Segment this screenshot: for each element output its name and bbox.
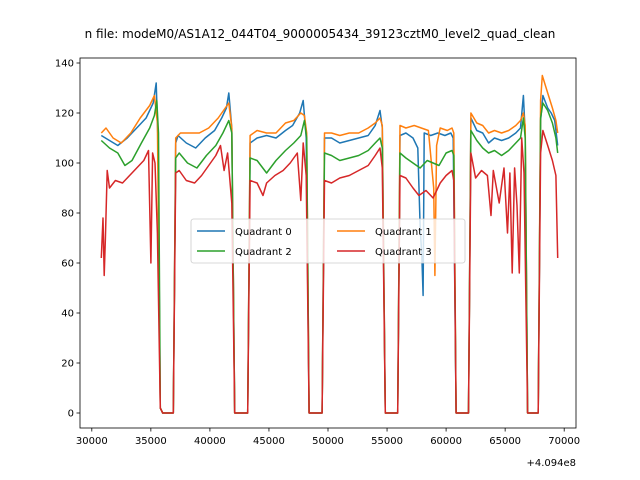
x-tick-label: 55000 (371, 436, 403, 447)
series-line-quadrant-1 (100, 74, 559, 414)
x-tick-label: 30000 (76, 436, 108, 447)
x-axis: 30000 35000 40000 45000 50000 55000 60000 65000… (76, 428, 580, 447)
x-tick-label: 35000 (135, 436, 167, 447)
legend: Quadrant 0 Quadrant 1 Quadrant 2 Quadrant 3 (190, 218, 466, 264)
x-tick-label: 40000 (194, 436, 226, 447)
x-tick-label: 65000 (489, 436, 521, 447)
y-tick-label: 40 (61, 309, 74, 320)
legend-box (190, 218, 466, 264)
x-tick-label: 60000 (430, 436, 462, 447)
chart-title: n file: modeM0/AS1A12_044T04_9000005434_… (85, 27, 556, 41)
x-axis-offset-label: +4.094e8 (526, 458, 576, 469)
legend-label-quadrant-0: Quadrant 0 (235, 227, 292, 238)
y-tick-label: 120 (55, 109, 74, 120)
y-axis: 0 20 40 60 80 100 120 140 (55, 59, 80, 420)
legend-label-quadrant-3: Quadrant 3 (375, 247, 432, 258)
legend-label-quadrant-2: Quadrant 2 (235, 247, 292, 258)
y-tick-label: 80 (61, 209, 74, 220)
y-tick-label: 140 (55, 59, 74, 70)
series-line-quadrant-0 (100, 82, 559, 414)
y-tick-label: 60 (61, 259, 74, 270)
y-tick-label: 100 (55, 159, 74, 170)
x-tick-label: 50000 (312, 436, 344, 447)
legend-label-quadrant-1: Quadrant 1 (375, 227, 432, 238)
x-tick-label: 70000 (548, 436, 580, 447)
y-tick-label: 20 (61, 359, 74, 370)
x-tick-label: 45000 (253, 436, 285, 447)
series-line-quadrant-3 (100, 129, 559, 414)
series-group (100, 74, 559, 414)
y-tick-label: 0 (68, 409, 74, 420)
